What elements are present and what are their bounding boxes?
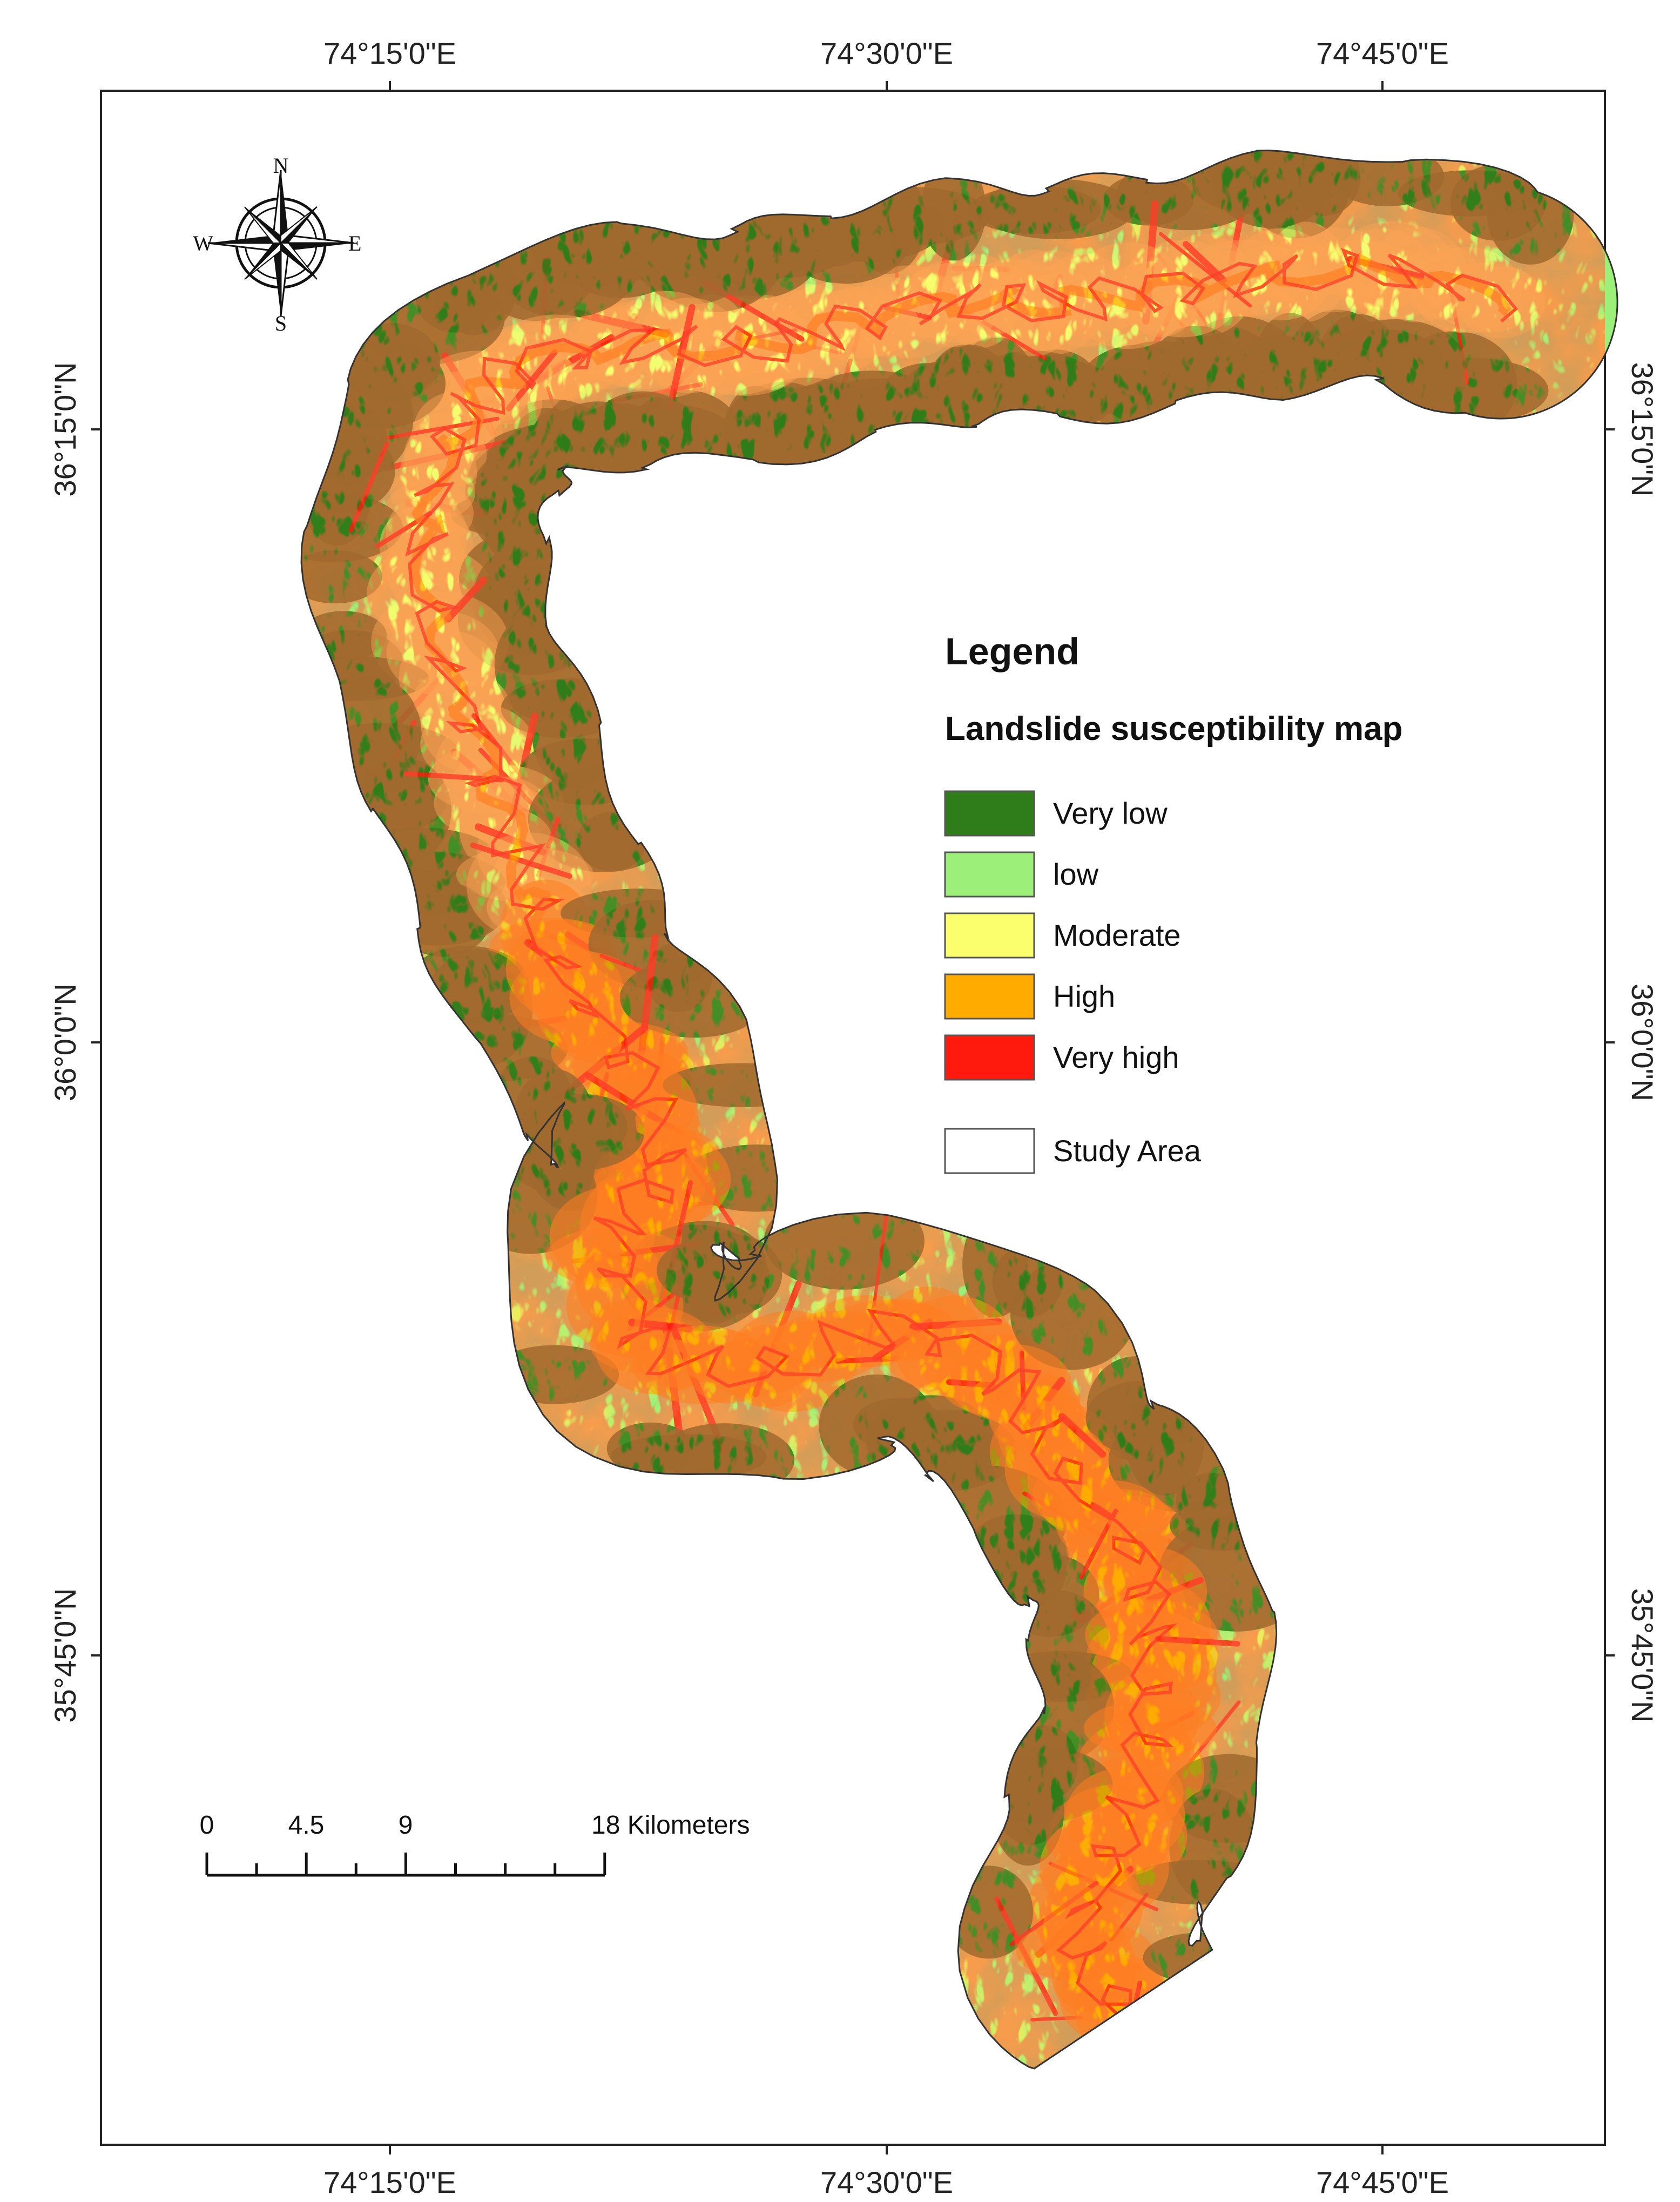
scale-label: 4.5 bbox=[288, 1811, 325, 1840]
legend-label: Very high bbox=[1053, 1040, 1179, 1074]
compass-east-label: E bbox=[348, 231, 361, 255]
right-lat-label: 36°0'0"N bbox=[1625, 984, 1659, 1101]
legend-swatch bbox=[944, 912, 1035, 959]
left-lat-label: 35°45'0"N bbox=[48, 1588, 82, 1722]
legend-label: Moderate bbox=[1053, 918, 1181, 952]
compass-south-label: S bbox=[275, 311, 287, 335]
legend-label-study-area: Study Area bbox=[1053, 1134, 1202, 1168]
right-latitude-labels: 36°15'0"N 36°0'0"N 35°45'0"N bbox=[1625, 362, 1659, 1722]
frame-ticks bbox=[91, 81, 1615, 2154]
legend-swatch bbox=[944, 790, 1035, 837]
legend-label: High bbox=[1053, 979, 1115, 1013]
legend-swatch bbox=[944, 1034, 1035, 1081]
legend-label: Very low bbox=[1053, 796, 1168, 830]
legend-swatch-study-area bbox=[944, 1128, 1035, 1174]
legend-swatch bbox=[944, 973, 1035, 1020]
bottom-longitude-labels: 74°15'0"E 74°30'0"E 74°45'0"E bbox=[323, 2165, 1449, 2199]
compass-rose-icon: N S E W bbox=[193, 153, 361, 335]
scale-label: 9 bbox=[399, 1811, 413, 1840]
bottom-lon-label: 74°45'0"E bbox=[1316, 2165, 1449, 2199]
compass-north-label: N bbox=[273, 153, 289, 178]
top-lon-label: 74°15'0"E bbox=[323, 36, 456, 70]
legend-title: Legend bbox=[945, 630, 1079, 672]
right-lat-label: 36°15'0"N bbox=[1625, 362, 1659, 496]
bottom-lon-label: 74°30'0"E bbox=[820, 2165, 953, 2199]
legend: Legend Landslide susceptibility map Very… bbox=[944, 630, 1403, 1174]
top-longitude-labels: 74°15'0"E 74°30'0"E 74°45'0"E bbox=[323, 36, 1449, 70]
bottom-lon-label: 74°15'0"E bbox=[323, 2165, 456, 2199]
left-latitude-labels: 36°15'0"N 36°0'0"N 35°45'0"N bbox=[48, 362, 82, 1722]
legend-swatch bbox=[944, 851, 1035, 898]
scale-label: 18 Kilometers bbox=[591, 1811, 750, 1840]
right-lat-label: 35°45'0"N bbox=[1625, 1588, 1659, 1722]
left-lat-label: 36°0'0"N bbox=[48, 984, 82, 1101]
compass-west-label: W bbox=[193, 231, 213, 255]
top-lon-label: 74°45'0"E bbox=[1316, 36, 1449, 70]
legend-subtitle: Landslide susceptibility map bbox=[945, 710, 1403, 748]
top-lon-label: 74°30'0"E bbox=[820, 36, 953, 70]
left-lat-label: 36°15'0"N bbox=[48, 362, 82, 496]
legend-label: low bbox=[1053, 857, 1099, 891]
scale-bar: 0 4.5 9 18 Kilometers bbox=[200, 1811, 750, 1877]
scale-label: 0 bbox=[200, 1811, 214, 1840]
